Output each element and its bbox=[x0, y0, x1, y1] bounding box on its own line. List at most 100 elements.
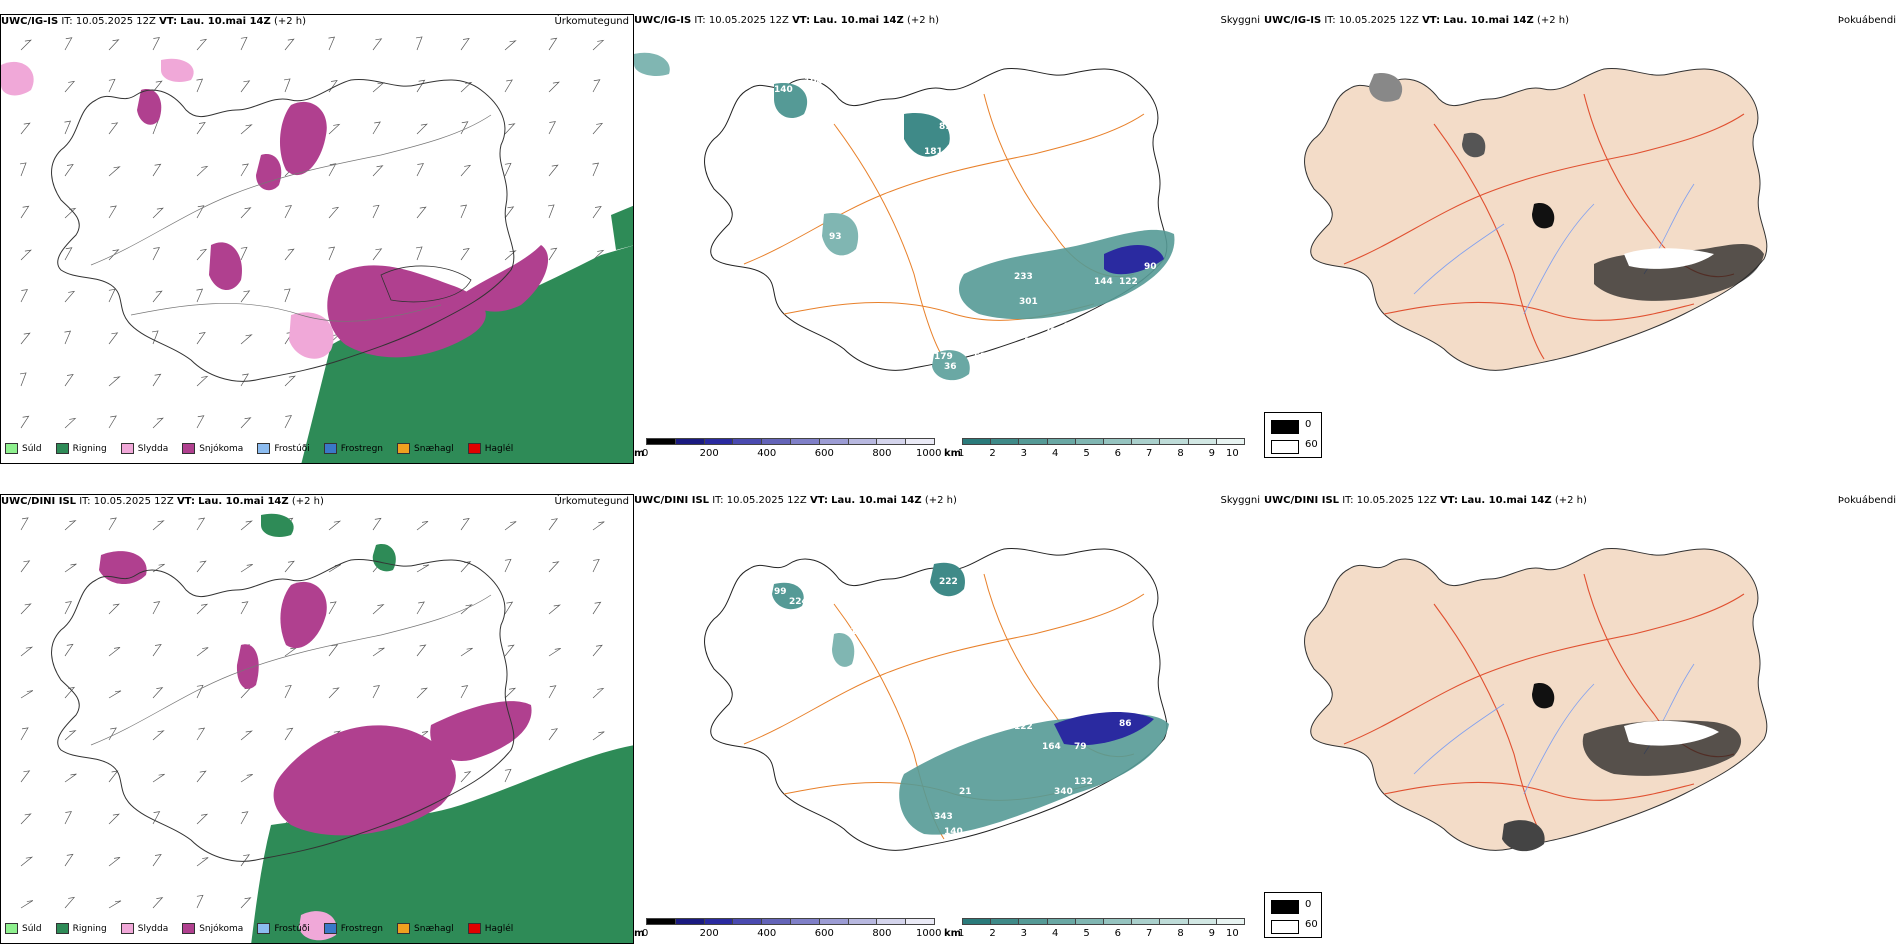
rain-area bbox=[301, 245, 633, 463]
wind-barb bbox=[240, 246, 248, 261]
snow-area bbox=[256, 154, 282, 191]
wind-barb bbox=[64, 290, 76, 303]
wind-barb bbox=[415, 246, 423, 261]
wind-barb bbox=[20, 289, 28, 303]
precip-legend: Súld Rigning Slydda Snjókoma Frostúði Frostre… bbox=[5, 923, 513, 934]
wind-barb bbox=[284, 38, 295, 51]
visibility-value-label: 233 bbox=[1014, 272, 1033, 282]
precip-legend-item: Snæhagl bbox=[397, 443, 454, 454]
visibility-value-label: 155 bbox=[969, 117, 988, 127]
colorbar-segment bbox=[1103, 438, 1133, 445]
colorbar-tick: 7 bbox=[1146, 448, 1153, 459]
wind-barb bbox=[547, 204, 555, 219]
wind-barb bbox=[64, 686, 76, 699]
wind-barb bbox=[372, 248, 383, 261]
init-time-value: 10.05.2025 12Z bbox=[726, 495, 807, 506]
fog-panel-dini: UWC/DINI ISL IT: 10.05.2025 12Z VT: Lau.… bbox=[1264, 494, 1900, 944]
wind-barb bbox=[20, 517, 29, 531]
visibility-value-label: 99 bbox=[774, 587, 787, 597]
legend-label: Snæhagl bbox=[414, 923, 454, 934]
wind-barb bbox=[240, 417, 252, 429]
wind-barb bbox=[64, 120, 72, 135]
wind-barb bbox=[108, 813, 120, 825]
colorbar-segment bbox=[1074, 438, 1104, 445]
road-network bbox=[1343, 93, 1745, 360]
low-visibility-area bbox=[1104, 244, 1164, 275]
valid-time-value: Lau. 10.mai 14Z bbox=[1461, 495, 1552, 506]
low-visibility-area bbox=[904, 113, 950, 157]
colorbar-tick: 0 bbox=[642, 928, 649, 939]
visibility-value-label: 86 bbox=[1119, 719, 1132, 729]
init-time-value: 10.05.2025 12Z bbox=[1356, 495, 1437, 506]
fog-legend-label: 60 bbox=[1305, 439, 1318, 450]
wind-barb bbox=[372, 38, 383, 51]
legend-label: Rigning bbox=[72, 443, 107, 454]
lead-time: (+2 h) bbox=[273, 16, 306, 27]
wind-barb bbox=[64, 520, 77, 531]
visibility-value-label: 118 bbox=[844, 627, 863, 637]
visibility-value-label: 79 bbox=[1074, 742, 1087, 752]
snow-area bbox=[273, 725, 456, 836]
wind-barb bbox=[548, 37, 558, 51]
wind-barb bbox=[64, 247, 73, 261]
colorbar-segment bbox=[732, 918, 763, 925]
wind-barb bbox=[240, 687, 252, 699]
model-name: UWC/DINI ISL bbox=[1, 496, 77, 507]
wind-barb bbox=[20, 727, 29, 741]
wind-barb bbox=[592, 206, 602, 219]
wind-barb bbox=[152, 811, 161, 825]
wind-barb bbox=[196, 894, 204, 909]
wind-barb bbox=[108, 249, 120, 261]
wind-barb bbox=[64, 601, 72, 615]
legend-label: Frostregn bbox=[340, 443, 384, 454]
precip-legend-item: Snjókoma bbox=[182, 923, 243, 934]
lead-time: (+2 h) bbox=[1554, 495, 1587, 506]
legend-label: Haglél bbox=[484, 923, 514, 934]
colorbar-segment bbox=[761, 918, 791, 925]
road-network bbox=[1343, 573, 1745, 840]
wind-barb bbox=[460, 518, 470, 531]
road-network bbox=[130, 303, 442, 322]
fog-map-dini bbox=[1304, 548, 1768, 852]
precip-legend-item: Rigning bbox=[55, 923, 107, 934]
wind-barb bbox=[372, 165, 384, 177]
wind-barb bbox=[196, 288, 204, 303]
wind-barb bbox=[108, 122, 119, 135]
snow-area bbox=[461, 245, 549, 312]
visibility-value-label: 52 bbox=[974, 352, 987, 362]
wind-barb bbox=[196, 517, 206, 531]
wind-barb bbox=[152, 730, 165, 741]
wind-barb bbox=[240, 124, 253, 135]
colorbar-segment bbox=[1131, 438, 1161, 445]
colorbar-unit: km bbox=[944, 448, 962, 459]
panel-title: Skyggni bbox=[1220, 495, 1260, 506]
fog-area bbox=[1369, 73, 1403, 102]
wind-barb bbox=[592, 644, 603, 657]
colorbar-segment bbox=[847, 438, 878, 445]
wind-barb bbox=[240, 564, 253, 573]
colorbar-segment bbox=[703, 438, 734, 445]
panel-title: Úrkomutegund bbox=[554, 496, 629, 507]
colorbar-tick: 8 bbox=[1177, 928, 1184, 939]
wind-barb bbox=[108, 900, 122, 909]
colorbar-segment bbox=[646, 438, 676, 445]
wind-barb bbox=[152, 37, 160, 51]
precip-legend-item: Súld bbox=[5, 443, 42, 454]
low-visibility-area bbox=[832, 633, 855, 667]
wind-barb bbox=[240, 811, 249, 825]
wind-barb bbox=[416, 79, 426, 93]
rain-area bbox=[261, 513, 294, 537]
wind-barb bbox=[108, 857, 121, 867]
precip-legend-item: Snæhagl bbox=[397, 923, 454, 934]
wind-barb bbox=[548, 561, 560, 573]
legend-label: Slydda bbox=[137, 443, 169, 454]
fog-legend-label: 60 bbox=[1305, 919, 1318, 930]
wind-barb bbox=[504, 40, 517, 51]
snow-area bbox=[279, 101, 327, 176]
colorbar-segment bbox=[646, 918, 676, 925]
colorbar-segment bbox=[761, 438, 791, 445]
colorbar-tick: 10 bbox=[1226, 928, 1239, 939]
legend-label: Frostregn bbox=[340, 923, 384, 934]
wind-barb bbox=[152, 520, 165, 531]
colorbar-unit: m bbox=[634, 928, 645, 939]
